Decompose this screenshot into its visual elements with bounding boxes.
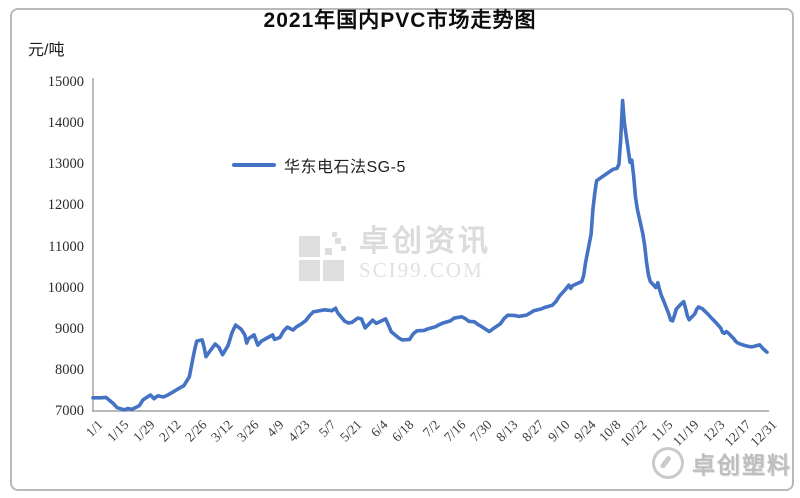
y-tick-label: 15000 (47, 74, 84, 90)
y-tick-label: 13000 (47, 156, 84, 173)
y-tick-label: 12000 (47, 197, 84, 214)
watermark-site-text: SCI99.COM (359, 258, 484, 282)
legend: 华东电石法SG-5 (232, 152, 406, 178)
y-tick-label: 11000 (48, 238, 84, 255)
legend-line-swatch (232, 163, 276, 167)
chart-title: 2021年国内PVC市场走势图 (263, 9, 537, 32)
corner-watermark-text: 卓创塑料 (692, 452, 792, 478)
watermark-brand-text: 卓创资讯 (359, 225, 491, 258)
center-watermark: 卓创资讯 SCI99.COM (299, 226, 491, 284)
legend-label: 华东电石法SG-5 (284, 159, 406, 176)
y-tick-label: 8000 (55, 361, 84, 378)
y-axis-unit-label: 元/吨 (28, 42, 65, 59)
corner-watermark: 卓创塑料 (647, 442, 792, 484)
zhuochuang-plastics-logo-icon (647, 442, 689, 484)
y-tick-label: 14000 (47, 115, 84, 132)
y-tick-label: 10000 (47, 279, 84, 296)
y-tick-label: 9000 (55, 320, 84, 337)
y-tick-label: 7000 (55, 403, 84, 419)
sci99-logo-icon (299, 232, 347, 284)
price-series-line (91, 98, 769, 412)
